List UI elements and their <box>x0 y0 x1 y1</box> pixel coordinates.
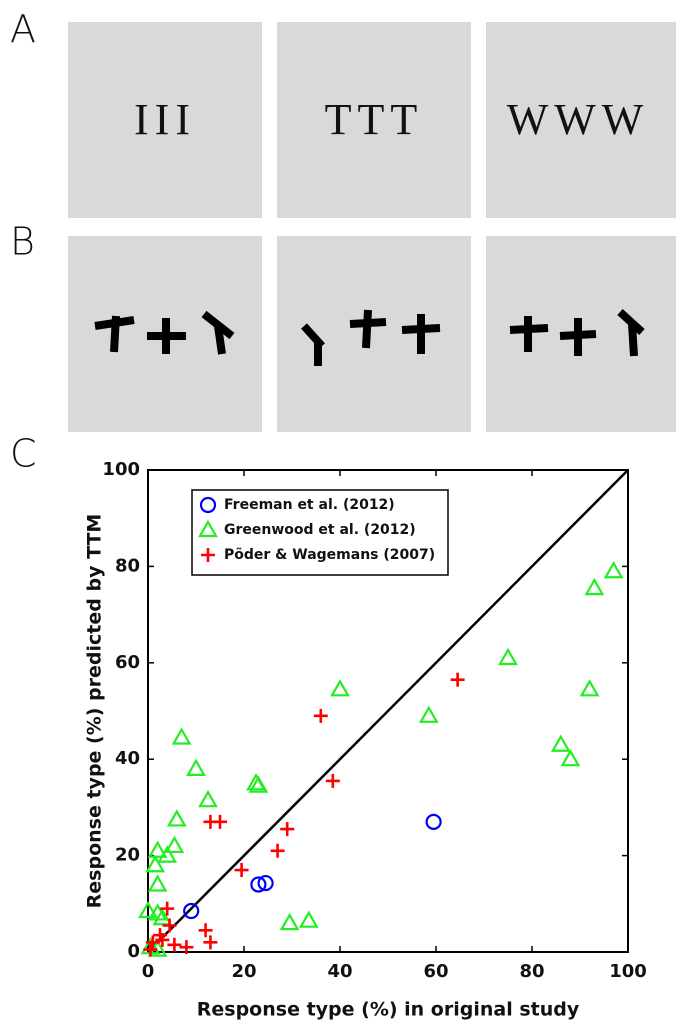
point <box>183 902 200 920</box>
point <box>179 940 194 955</box>
point <box>298 910 319 928</box>
legend-label: Freeman et al. (2012) <box>224 497 395 513</box>
y-axis-label: Response type (%) predicted by TTM <box>84 514 106 909</box>
point <box>162 918 177 933</box>
legend-marker <box>199 496 217 514</box>
point <box>213 814 227 829</box>
y-tick-label: 80 <box>115 555 140 576</box>
x-tick-label: 0 <box>142 961 155 982</box>
image-letters: TTT <box>325 95 424 144</box>
point <box>167 937 182 952</box>
point <box>145 935 160 950</box>
point <box>171 727 192 745</box>
point <box>234 863 249 878</box>
point <box>155 932 170 947</box>
point <box>330 679 350 697</box>
x-tick-label: 80 <box>519 961 544 982</box>
y-tick-label: 60 <box>115 652 140 673</box>
point <box>198 789 218 808</box>
point <box>164 835 185 854</box>
x-tick-label: 60 <box>423 961 448 982</box>
x-tick-label: 20 <box>231 961 256 982</box>
point <box>250 876 267 893</box>
panel-label: B <box>10 220 35 264</box>
image-letters: III <box>134 95 196 144</box>
image-panel <box>68 22 262 218</box>
legend-label: Greenwood et al. (2012) <box>224 522 416 538</box>
plot-frame <box>147 469 629 953</box>
x-axis-label: Response type (%) in original study <box>197 999 580 1021</box>
y-tick-label: 40 <box>115 748 140 769</box>
point <box>280 822 295 837</box>
image-panel <box>277 22 471 218</box>
y-tick-label: 0 <box>127 941 140 962</box>
y-tick-label: 20 <box>115 845 140 866</box>
point <box>152 908 173 926</box>
legend-marker <box>198 519 218 538</box>
point <box>584 577 605 596</box>
legend-label: Põder & Wagemans (2007) <box>224 547 435 563</box>
point <box>198 923 213 938</box>
point <box>325 773 340 788</box>
point <box>147 874 168 892</box>
point <box>450 672 465 687</box>
legend-marker <box>201 548 215 562</box>
point <box>147 840 168 858</box>
point <box>160 901 175 916</box>
point <box>248 775 269 793</box>
point <box>603 561 624 579</box>
point <box>203 935 218 950</box>
point <box>138 900 158 919</box>
point <box>257 874 274 892</box>
point <box>418 705 439 723</box>
x-tick-label: 40 <box>327 961 352 982</box>
panel-label: C <box>10 432 37 476</box>
point <box>425 813 442 830</box>
identity-line <box>147 469 629 953</box>
point <box>145 855 166 873</box>
x-tick-label: 100 <box>609 961 647 982</box>
point <box>498 647 518 666</box>
image-letters: WWW <box>507 95 650 144</box>
legend-box <box>191 489 449 576</box>
point <box>166 809 187 827</box>
point <box>313 708 328 723</box>
y-tick-label: 100 <box>102 459 140 480</box>
scatter-chart: 0 20 40 60 80 100 0 20 40 60 80 100 Response type (%… <box>84 459 647 1021</box>
panel-label: A <box>10 8 36 52</box>
point <box>279 912 300 931</box>
point <box>186 758 206 776</box>
point <box>550 734 571 752</box>
point <box>579 679 600 697</box>
point <box>560 748 581 767</box>
image-panel <box>486 22 676 218</box>
point <box>270 843 285 858</box>
point <box>143 942 158 957</box>
crosses <box>94 309 645 366</box>
